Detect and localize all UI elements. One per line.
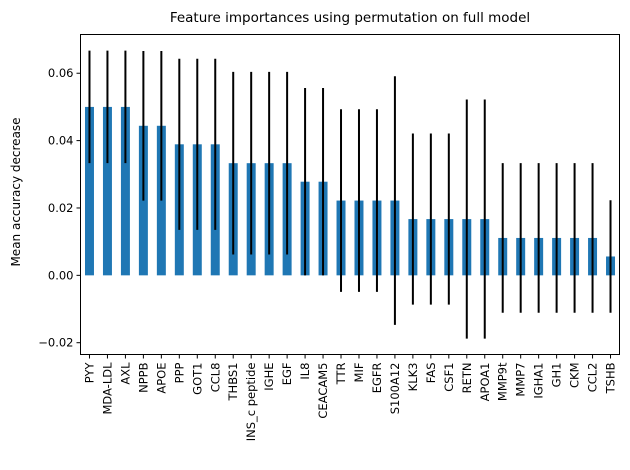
x-tick-label: CCL8 bbox=[208, 363, 222, 393]
bar bbox=[120, 106, 130, 276]
x-ticks-group: PYY MDA-LDL AXL NPPB APOE PPP GOT1 CCL8 THBS1 INS… bbox=[82, 354, 618, 442]
x-tick-label: INS_c peptide bbox=[244, 363, 258, 442]
plot-area-frame bbox=[80, 34, 620, 355]
y-axis-label: Mean accuracy decrease bbox=[9, 117, 23, 266]
x-tick-label: MMP7 bbox=[514, 363, 528, 397]
x-tick-label: APOE bbox=[154, 363, 168, 394]
x-tick-label: CKM bbox=[568, 363, 582, 389]
x-tick-label: CCL2 bbox=[586, 363, 600, 393]
x-tick-label: IGHA1 bbox=[532, 363, 546, 399]
x-tick-label: FAS bbox=[424, 363, 438, 384]
x-tick-label: GH1 bbox=[550, 363, 564, 388]
bar bbox=[102, 106, 112, 276]
x-tick-label: MDA-LDL bbox=[100, 362, 114, 415]
x-tick-label: EGFR bbox=[370, 363, 384, 394]
y-tick-label: 0.02 bbox=[48, 201, 74, 215]
x-tick-label: S100A12 bbox=[388, 363, 402, 415]
errorbars-group bbox=[88, 50, 612, 339]
bars-group bbox=[84, 106, 616, 276]
x-tick-label: CEACAM5 bbox=[316, 363, 330, 419]
x-tick-label: EGF bbox=[280, 363, 294, 386]
x-tick-label: NPPB bbox=[136, 362, 150, 392]
x-tick-label: IL8 bbox=[298, 363, 312, 380]
y-tick-label: 0.00 bbox=[48, 268, 74, 282]
chart-title: Feature importances using permutation on… bbox=[170, 10, 530, 26]
y-tick-label: 0.06 bbox=[48, 66, 74, 80]
y-ticks-group: −0.02 0.00 0.02 0.04 0.06 bbox=[38, 66, 81, 350]
y-tick-label: 0.04 bbox=[48, 134, 74, 148]
x-tick-label: GOT1 bbox=[190, 363, 204, 395]
x-tick-label: IGHE bbox=[262, 363, 276, 391]
x-tick-label: TSHB bbox=[604, 362, 618, 394]
x-tick-label: PPP bbox=[172, 362, 186, 383]
x-tick-label: CSF1 bbox=[442, 363, 456, 392]
x-tick-label: THBS1 bbox=[226, 363, 240, 402]
x-tick-label: RETN bbox=[460, 363, 474, 394]
x-tick-label: AXL bbox=[118, 362, 132, 385]
x-tick-label: APOA1 bbox=[478, 363, 492, 402]
x-tick-label: MIF bbox=[352, 363, 366, 383]
x-tick-label: KLK3 bbox=[406, 363, 420, 392]
x-tick-label: MMP9t bbox=[496, 362, 510, 401]
bar bbox=[84, 106, 94, 276]
x-tick-label: PYY bbox=[82, 362, 96, 384]
y-tick-label: −0.02 bbox=[38, 336, 73, 350]
x-tick-label: TTR bbox=[334, 362, 348, 385]
